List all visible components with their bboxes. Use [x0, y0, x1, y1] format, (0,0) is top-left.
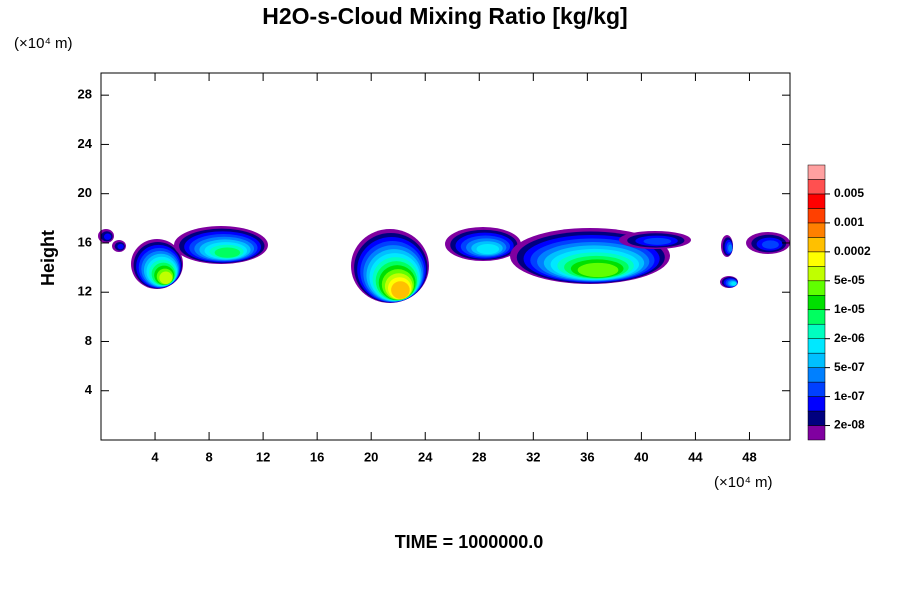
x-tick-label: 8: [205, 449, 212, 464]
x-tick-label: 32: [526, 449, 540, 464]
y-tick-label: 8: [85, 333, 92, 348]
y-tick-label: 16: [78, 234, 92, 249]
colorbar-label: 2e-08: [834, 418, 865, 432]
colorbar-box: [807, 338, 826, 354]
x-tick-label: 48: [742, 449, 756, 464]
colorbar-box: [807, 381, 826, 397]
colorbar-box: [807, 280, 826, 296]
cloud-contour: [214, 247, 241, 258]
x-tick-label: 28: [472, 449, 486, 464]
colorbar-box: [807, 309, 826, 325]
colorbar-label: 0.005: [834, 186, 864, 200]
cloud-contour: [391, 281, 410, 299]
colorbar-box: [807, 323, 826, 339]
cloud-contour: [731, 282, 737, 286]
y-tick-label: 28: [78, 87, 92, 102]
colorbar-label: 5e-07: [834, 360, 865, 374]
colorbar-box: [807, 266, 826, 282]
y-tick-label: 4: [85, 382, 93, 397]
colorbar-label: 1e-07: [834, 389, 865, 403]
cloud-contour: [159, 271, 173, 284]
x-unit: (×10⁴ m): [714, 474, 773, 491]
colorbar-label: 0.0002: [834, 244, 871, 258]
cloud-contour: [577, 262, 619, 278]
colorbar-label: 5e-05: [834, 273, 865, 287]
x-tick-label: 24: [418, 449, 433, 464]
cloud-contour: [728, 244, 733, 252]
chart-title: H2O-s-Cloud Mixing Ratio [kg/kg]: [262, 3, 627, 29]
colorbar-box: [807, 164, 826, 180]
cloud-contour: [117, 243, 124, 250]
colorbar-box: [807, 222, 826, 238]
x-tick-label: 4: [151, 449, 159, 464]
cloud-contour: [476, 244, 500, 255]
y-tick-label: 12: [78, 284, 92, 299]
cloud-contour: [761, 240, 779, 249]
x-tick-label: 44: [688, 449, 703, 464]
colorbar-box: [807, 179, 826, 195]
colorbar-label: 0.001: [834, 215, 864, 229]
colorbar-box: [807, 410, 826, 426]
cloud-contour: [643, 237, 672, 245]
x-tick-label: 40: [634, 449, 648, 464]
x-tick-label: 16: [310, 449, 324, 464]
colorbar-box: [807, 251, 826, 267]
cloud-contour: [103, 233, 112, 240]
colorbar-box: [807, 208, 826, 224]
colorbar-label: 2e-06: [834, 331, 865, 345]
colorbar-box: [807, 352, 826, 368]
x-tick-label: 12: [256, 449, 270, 464]
colorbar-label: 1e-05: [834, 302, 865, 316]
colorbar-box: [807, 295, 826, 310]
plot-frame: [100, 72, 791, 441]
colorbar-box: [807, 396, 826, 412]
colorbar-box: [807, 367, 826, 383]
colorbar-box: [807, 425, 826, 441]
colorbar-box: [807, 237, 826, 253]
x-tick-label: 20: [364, 449, 378, 464]
y-label: Height: [38, 230, 58, 286]
y-tick-label: 20: [78, 185, 92, 200]
contour-field: [98, 226, 790, 303]
x-tick-label: 36: [580, 449, 594, 464]
annotation: TIME = 1000000.0: [395, 532, 544, 552]
y-tick-label: 24: [78, 136, 93, 151]
y-unit: (×10⁴ m): [14, 35, 73, 52]
colorbar-box: [807, 193, 826, 209]
